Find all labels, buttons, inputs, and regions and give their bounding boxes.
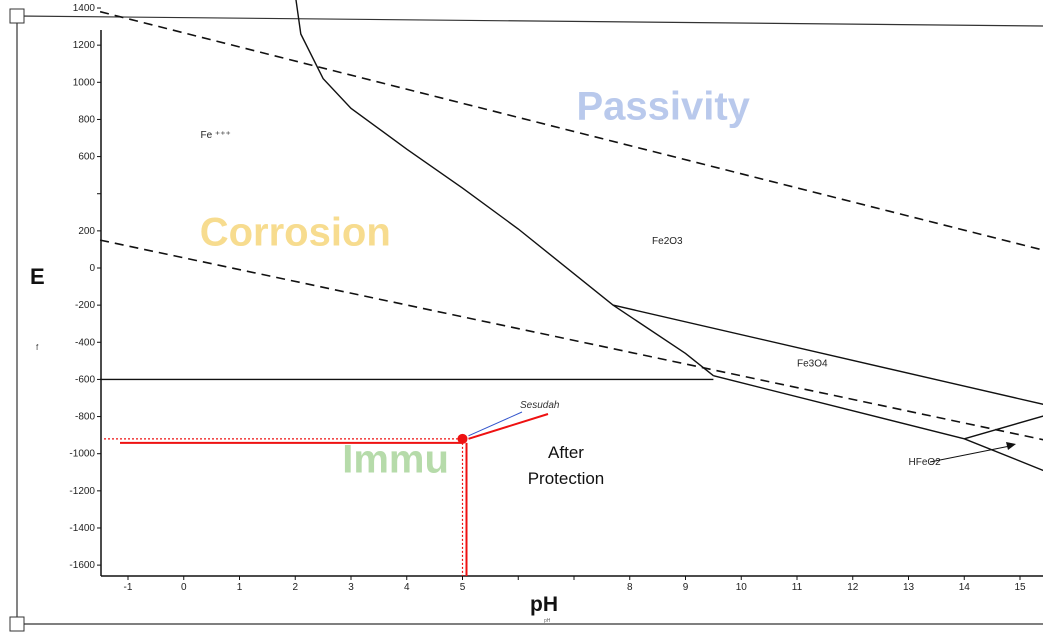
species-label: HFeO2	[909, 457, 942, 468]
boundary-line-3	[612, 304, 1043, 405]
annotation-protection: Protection	[528, 469, 605, 488]
y-tick-label: -200	[75, 300, 95, 311]
annotation-after: After	[548, 443, 584, 462]
x-tick-label: 15	[1014, 582, 1026, 593]
protection-guides	[104, 411, 549, 576]
x-axis-label: pH	[530, 593, 558, 616]
y-tick-label: 800	[78, 114, 95, 125]
x-tick-label: 3	[348, 582, 354, 593]
x-tick-label: 10	[736, 582, 748, 593]
boundary-lines	[99, 0, 1043, 472]
boundary-line-1	[295, 0, 714, 377]
region-label-immu: Immu	[342, 437, 449, 481]
x-tick-label: 13	[903, 582, 915, 593]
y-tick-label: -400	[75, 337, 95, 348]
x-tick-label: 9	[683, 582, 689, 593]
boundary-line-4	[713, 375, 1043, 472]
protection-point	[457, 433, 468, 444]
y-tick-label: -1600	[69, 560, 95, 571]
y-tick-label: 200	[78, 226, 95, 237]
region-label-corrosion: Corrosion	[200, 211, 391, 255]
x-tick-label: 11	[792, 582, 803, 593]
region-label-passivity: Passivity	[576, 84, 750, 128]
x-tick-label: 12	[847, 582, 859, 593]
y-tick-label: 1400	[73, 3, 96, 14]
species-label: Fe ⁺⁺⁺	[200, 130, 230, 141]
x-ticks: -1 0 1 2 3 4 5 8 9 10 11 12 13 14 15	[124, 576, 1026, 593]
dashed-line-6	[99, 10, 1043, 251]
dashed-line-7	[99, 239, 1043, 441]
species-labels: Fe ⁺⁺⁺ Fe2O3 Fe3O4 HFeO2	[200, 130, 1016, 468]
y-axis-marker: f	[36, 343, 39, 352]
y-tick-label: -1400	[69, 523, 95, 534]
y-ticks: 1400 1200 1000 800 600 200 0 -200 -400 -600 -800 -1…	[69, 3, 101, 571]
x-tick-label: 14	[959, 582, 971, 593]
y-tick-label: 1200	[73, 40, 96, 51]
y-tick-label: -1000	[69, 449, 95, 460]
boundary-line-5	[964, 415, 1043, 440]
x-tick-label: 8	[627, 582, 633, 593]
y-tick-label: -600	[75, 374, 95, 385]
x-tick-label: 4	[404, 582, 410, 593]
region-labels: Passivity Corrosion Immu	[200, 84, 751, 481]
y-tick-label: -1200	[69, 486, 95, 497]
y-tick-label: 600	[78, 152, 95, 163]
x-tick-label: -1	[124, 582, 133, 593]
x-axis-sub-marker: pH	[544, 618, 551, 624]
species-label: Fe3O4	[797, 358, 828, 369]
pointer-line-blue	[468, 411, 523, 437]
x-tick-label: 0	[181, 582, 187, 593]
y-tick-label: 0	[89, 263, 95, 274]
hfeo2-arrow-head	[1006, 442, 1016, 450]
pointer-line-red	[468, 413, 549, 440]
y-tick-label: -800	[75, 412, 95, 423]
resize-handle-bottom-left[interactable]	[9, 616, 25, 632]
resize-handle-top-left[interactable]	[9, 8, 25, 24]
x-tick-label: 1	[237, 582, 243, 593]
y-axis-label: E	[30, 264, 45, 289]
frame-top-border	[16, 15, 1043, 27]
y-tick-label: 1000	[73, 77, 96, 88]
annotation-sesudah: Sesudah	[520, 400, 560, 411]
annotations: Sesudah After Protection	[520, 400, 604, 488]
x-tick-label: 5	[460, 582, 466, 593]
species-label: Fe2O3	[652, 236, 683, 247]
hfeo2-arrow-line	[929, 445, 1011, 463]
x-tick-label: 2	[292, 582, 298, 593]
